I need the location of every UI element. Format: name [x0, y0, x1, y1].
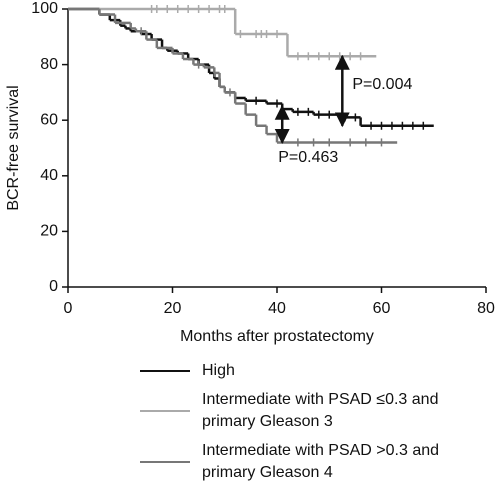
annotation: P=0.463 [278, 149, 338, 166]
legend-swatch [140, 410, 190, 412]
x-tick-label: 80 [477, 300, 495, 317]
legend-label: High [202, 362, 235, 379]
y-tick-label: 60 [40, 111, 58, 128]
legend: High Intermediate with PSAD ≤0.3 and prim… [140, 360, 470, 491]
chart: BCR-free survival Months after prostatec… [5, 0, 495, 345]
y-axis-label: BCR-free survival [5, 85, 22, 210]
y-tick-label: 0 [49, 278, 58, 295]
y-tick-label: 40 [40, 167, 58, 184]
legend-item: High [140, 360, 470, 382]
legend-label: Intermediate with PSAD ≤0.3 and primary … [202, 391, 439, 430]
legend-label: Intermediate with PSAD >0.3 and primary … [202, 442, 440, 481]
y-tick-label: 80 [40, 56, 58, 73]
legend-item: Intermediate with PSAD >0.3 and primary … [140, 440, 470, 484]
y-tick-label: 100 [31, 0, 58, 17]
x-axis-label: Months after prostatectomy [180, 328, 374, 345]
y-tick-label: 20 [40, 223, 58, 240]
x-tick-label: 20 [164, 300, 182, 317]
legend-swatch [140, 370, 190, 372]
x-tick-label: 60 [373, 300, 391, 317]
x-tick-label: 40 [268, 300, 286, 317]
annotation: P=0.004 [352, 76, 412, 93]
x-tick-label: 0 [64, 300, 73, 317]
legend-item: Intermediate with PSAD ≤0.3 and primary … [140, 389, 470, 433]
legend-swatch [140, 461, 190, 463]
